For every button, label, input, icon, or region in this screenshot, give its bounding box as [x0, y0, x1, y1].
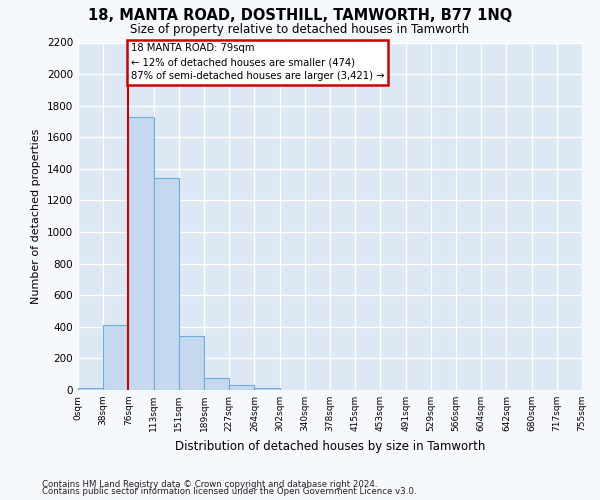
Bar: [128, 116, 154, 390]
Bar: [254, 388, 280, 390]
Text: Contains public sector information licensed under the Open Government Licence v3: Contains public sector information licen…: [42, 488, 416, 496]
Text: Size of property relative to detached houses in Tamworth: Size of property relative to detached ho…: [130, 22, 470, 36]
X-axis label: Distribution of detached houses by size in Tamworth: Distribution of detached houses by size …: [175, 440, 485, 452]
Bar: [204, 378, 229, 390]
Text: 18 MANTA ROAD: 79sqm
← 12% of detached houses are smaller (474)
87% of semi-deta: 18 MANTA ROAD: 79sqm ← 12% of detached h…: [131, 44, 385, 82]
Text: 18, MANTA ROAD, DOSTHILL, TAMWORTH, B77 1NQ: 18, MANTA ROAD, DOSTHILL, TAMWORTH, B77 …: [88, 8, 512, 22]
Bar: [154, 178, 179, 390]
Bar: [229, 386, 254, 390]
Bar: [78, 388, 103, 390]
Bar: [179, 336, 204, 390]
Bar: [103, 325, 128, 390]
Y-axis label: Number of detached properties: Number of detached properties: [31, 128, 41, 304]
Text: Contains HM Land Registry data © Crown copyright and database right 2024.: Contains HM Land Registry data © Crown c…: [42, 480, 377, 489]
